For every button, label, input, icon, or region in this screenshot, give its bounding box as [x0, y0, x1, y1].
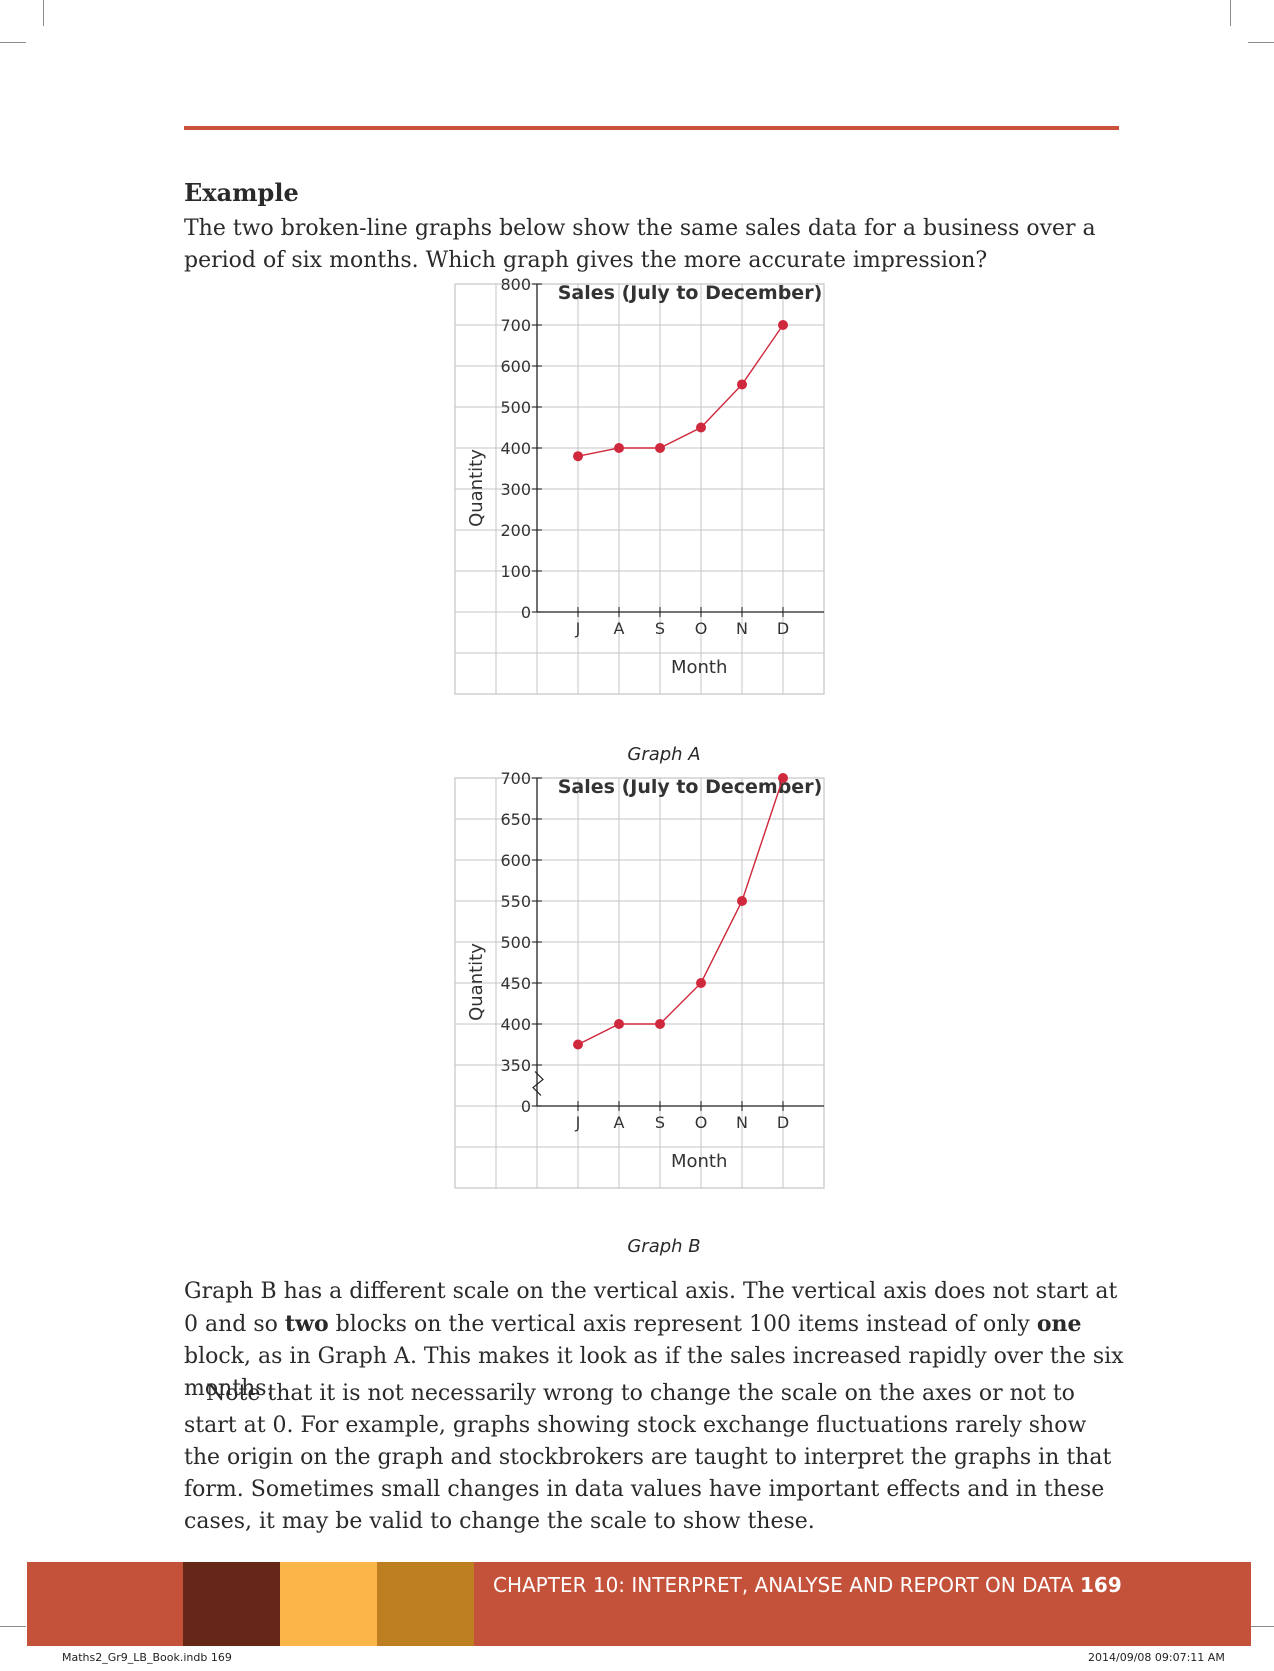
footer-swatch-dark	[183, 1562, 280, 1646]
y-tick-label: 600	[500, 357, 531, 376]
graph-a-caption: Graph A	[627, 744, 701, 765]
x-tick-label: N	[736, 1113, 748, 1132]
x-tick-label: S	[655, 619, 665, 638]
y-tick-label: 500	[500, 398, 531, 417]
series-line	[577, 324, 784, 457]
y-tick-label: 550	[500, 892, 531, 911]
y-tick-label: 500	[500, 933, 531, 952]
x-tick-label: J	[575, 619, 581, 638]
timestamp-slug: 2014/09/08 09:07:11 AM	[1088, 1651, 1225, 1664]
data-point	[655, 1019, 665, 1029]
chart-title: Sales (July to December)	[558, 282, 823, 304]
data-point	[778, 773, 788, 783]
footer-swatch-ochre	[377, 1562, 474, 1646]
explanation-text: block, as in Graph A. This makes it look…	[184, 1344, 1124, 1401]
x-axis-title: Month	[671, 657, 727, 678]
axis-break-icon	[532, 1071, 544, 1096]
data-point	[696, 422, 706, 433]
chart-title: Sales (July to December)	[558, 776, 823, 798]
data-point	[614, 1019, 624, 1029]
graph-b-caption: Graph B	[627, 1236, 701, 1257]
crop-mark	[43, 0, 44, 26]
y-tick-label: 0	[521, 603, 531, 622]
explanation-paragraph: Graph B has a different scale on the ver…	[184, 1276, 1124, 1405]
example-heading: Example	[184, 178, 299, 207]
data-point	[573, 451, 583, 462]
data-point	[614, 443, 624, 453]
explanation-text: Graph B has a different scale on the ver…	[184, 1279, 1118, 1337]
footer-swatch-yellow	[280, 1562, 377, 1646]
y-tick-label: 650	[500, 810, 531, 829]
x-tick-label: S	[655, 1113, 665, 1132]
y-axis-title: Quantity	[466, 449, 487, 527]
x-tick-label: O	[695, 619, 708, 638]
crop-mark	[0, 42, 26, 43]
crop-mark	[1248, 42, 1274, 43]
x-tick-label: D	[777, 619, 789, 638]
y-tick-label: 300	[500, 480, 531, 499]
crop-mark	[0, 1626, 26, 1627]
x-tick-label: J	[575, 1113, 581, 1132]
y-tick-label: 800	[500, 275, 531, 294]
y-tick-label: 200	[500, 521, 531, 540]
x-tick-label: A	[614, 619, 625, 638]
x-tick-label: N	[736, 619, 748, 638]
x-tick-label: A	[614, 1113, 625, 1132]
file-slug: Maths2_Gr9_LB_Book.indb 169	[62, 1651, 232, 1664]
intro-paragraph: The two broken-line graphs below show th…	[184, 216, 1096, 273]
y-tick-label: 400	[500, 1015, 531, 1034]
data-point	[737, 379, 747, 390]
emphasis-two: two	[284, 1311, 329, 1337]
x-tick-label: O	[695, 1113, 708, 1132]
data-point	[696, 978, 706, 988]
data-point	[573, 1039, 583, 1050]
top-rule	[184, 126, 1119, 130]
data-point	[655, 443, 665, 453]
crop-mark	[1248, 1626, 1274, 1627]
graph-b: 0 350 400 450 500 550 600 650 700 J A S O N D Sales (Ju…	[454, 769, 825, 1189]
y-axis-title: Quantity	[466, 943, 487, 1021]
y-tick-label: 700	[500, 769, 531, 788]
x-tick-label: D	[777, 1113, 789, 1132]
explanation-text: blocks on the vertical axis represent 10…	[328, 1312, 1037, 1337]
crop-mark	[1230, 0, 1231, 26]
chapter-title: CHAPTER 10: INTERPRET, ANALYSE AND REPOR…	[493, 1573, 1074, 1597]
page-number: 169	[1080, 1573, 1122, 1597]
data-point	[778, 320, 788, 330]
y-tick-label: 350	[500, 1056, 531, 1075]
data-point	[737, 896, 747, 906]
y-tick-label: 0	[521, 1097, 531, 1116]
y-tick-label: 700	[500, 316, 531, 335]
series-line	[577, 777, 784, 1046]
note-paragraph: Note that it is not necessarily wrong to…	[184, 1381, 1112, 1534]
y-tick-label: 450	[500, 974, 531, 993]
emphasis-one: one	[1036, 1311, 1082, 1337]
x-axis-title: Month	[671, 1151, 727, 1172]
graph-a: 0 100 200 300 400 500 600 700 800 J A S O N D Sales (Ju…	[454, 275, 825, 695]
y-tick-label: 600	[500, 851, 531, 870]
y-tick-label: 400	[500, 439, 531, 458]
y-tick-label: 100	[500, 562, 531, 581]
